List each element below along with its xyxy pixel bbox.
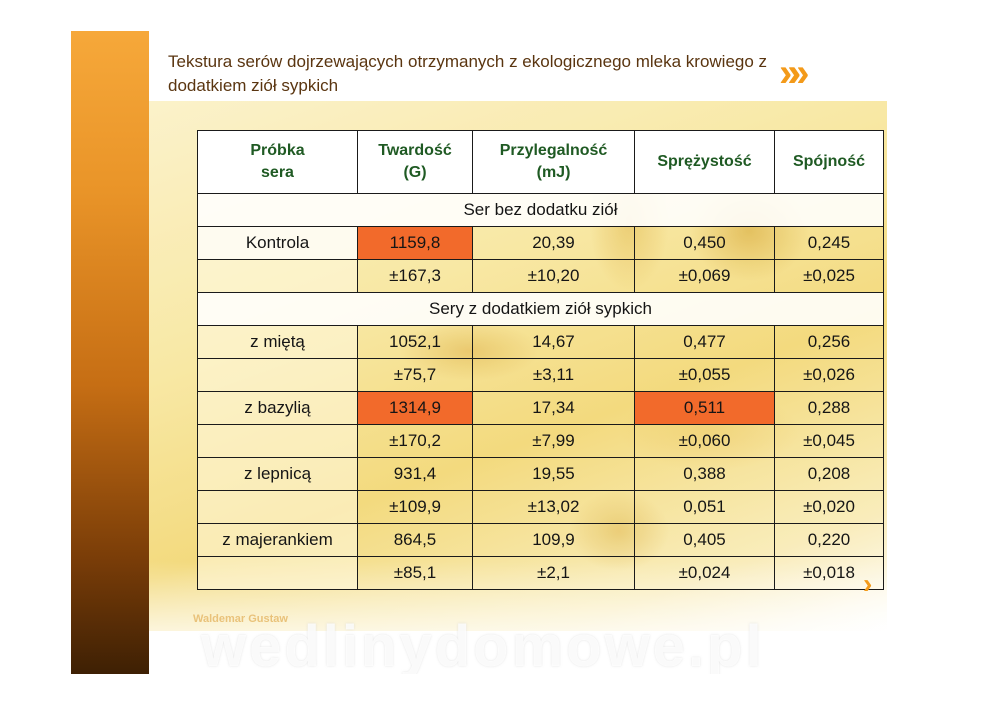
section-row: Sery z dodatkiem ziół sypkich [197, 292, 884, 326]
sample-name: Kontrola [197, 226, 358, 260]
slide-title: Tekstura serów dojrzewających otrzymanyc… [168, 52, 768, 95]
cohesiveness-sd: ±0,018 [774, 556, 884, 590]
springiness-mean: 0,405 [634, 523, 775, 557]
springiness-sd: ±0,060 [634, 424, 775, 458]
chevrons-icon: »» [779, 51, 809, 95]
cohesiveness-sd: ±0,045 [774, 424, 884, 458]
adhesiveness-mean: 109,9 [472, 523, 635, 557]
header-hardness: Twardość (G) [357, 130, 473, 194]
adhesiveness-sd: ±10,20 [472, 259, 635, 293]
adhesiveness-mean: 19,55 [472, 457, 635, 491]
section-label: Sery z dodatkiem ziół sypkich [197, 292, 884, 326]
chevron-right-icon: › [863, 568, 873, 599]
sample-name: z lepnicą [197, 457, 358, 491]
cohesiveness-mean: 0,256 [774, 325, 884, 359]
sample-name-empty [197, 259, 358, 293]
springiness-sd: ±0,069 [634, 259, 775, 293]
sample-name-empty [197, 490, 358, 524]
table-row: z bazylią 1314,9 17,34 0,511 0,288 [197, 391, 884, 425]
header-sample: Próbka sera [197, 130, 358, 194]
slide: Tekstura serów dojrzewających otrzymanyc… [71, 31, 887, 674]
table-row: ±85,1 ±2,1 ±0,024 ±0,018 [197, 556, 884, 590]
table-row: ±170,2 ±7,99 ±0,060 ±0,045 [197, 424, 884, 458]
hardness-sd: ±167,3 [357, 259, 473, 293]
watermark: wedlinydomowe.pl [201, 614, 765, 674]
adhesiveness-sd: ±3,11 [472, 358, 635, 392]
springiness-mean: 0,388 [634, 457, 775, 491]
adhesiveness-sd: ±7,99 [472, 424, 635, 458]
adhesiveness-mean: 17,34 [472, 391, 635, 425]
table-row: ±75,7 ±3,11 ±0,055 ±0,026 [197, 358, 884, 392]
hardness-sd: ±109,9 [357, 490, 473, 524]
header-row: Próbka sera Twardość (G) Przylegalność (mJ)… [197, 130, 884, 194]
springiness-mean: 0,477 [634, 325, 775, 359]
adhesiveness-mean: 20,39 [472, 226, 635, 260]
table-row: z majerankiem 864,5 109,9 0,405 0,220 [197, 523, 884, 557]
springiness-sd: 0,051 [634, 490, 775, 524]
texture-table: Próbka sera Twardość (G) Przylegalność (mJ)… [197, 130, 884, 590]
sample-name: z majerankiem [197, 523, 358, 557]
hardness-sd: ±75,7 [357, 358, 473, 392]
adhesiveness-sd: ±2,1 [472, 556, 635, 590]
header-cohesiveness: Spójność [774, 130, 884, 194]
cohesiveness-sd: ±0,020 [774, 490, 884, 524]
table-row: z miętą 1052,1 14,67 0,477 0,256 [197, 325, 884, 359]
sidebar-gradient [71, 31, 149, 674]
section-row: Ser bez dodatku ziół [197, 193, 884, 227]
author-name: Waldemar Gustaw [193, 613, 288, 625]
springiness-mean: 0,450 [634, 226, 775, 260]
springiness-sd: ±0,024 [634, 556, 775, 590]
section-label: Ser bez dodatku ziół [197, 193, 884, 227]
table-row: ±109,9 ±13,02 0,051 ±0,020 [197, 490, 884, 524]
sample-name-empty [197, 556, 358, 590]
hardness-mean: 931,4 [357, 457, 473, 491]
hardness-mean: 864,5 [357, 523, 473, 557]
sample-name: z miętą [197, 325, 358, 359]
table-row: Kontrola 1159,8 20,39 0,450 0,245 [197, 226, 884, 260]
table-row: ±167,3 ±10,20 ±0,069 ±0,025 [197, 259, 884, 293]
cohesiveness-mean: 0,220 [774, 523, 884, 557]
hardness-mean: 1314,9 [357, 391, 473, 425]
springiness-sd: ±0,055 [634, 358, 775, 392]
cohesiveness-sd: ±0,026 [774, 358, 884, 392]
cohesiveness-sd: ±0,025 [774, 259, 884, 293]
hardness-sd: ±85,1 [357, 556, 473, 590]
adhesiveness-mean: 14,67 [472, 325, 635, 359]
header-adhesiveness: Przylegalność (mJ) [472, 130, 635, 194]
cohesiveness-mean: 0,288 [774, 391, 884, 425]
cohesiveness-mean: 0,245 [774, 226, 884, 260]
sample-name-empty [197, 424, 358, 458]
cohesiveness-mean: 0,208 [774, 457, 884, 491]
hardness-sd: ±170,2 [357, 424, 473, 458]
sample-name: z bazylią [197, 391, 358, 425]
sample-name-empty [197, 358, 358, 392]
hardness-mean: 1159,8 [357, 226, 473, 260]
header-springiness: Sprężystość [634, 130, 775, 194]
springiness-mean: 0,511 [634, 391, 775, 425]
adhesiveness-sd: ±13,02 [472, 490, 635, 524]
hardness-mean: 1052,1 [357, 325, 473, 359]
table-row: z lepnicą 931,4 19,55 0,388 0,208 [197, 457, 884, 491]
